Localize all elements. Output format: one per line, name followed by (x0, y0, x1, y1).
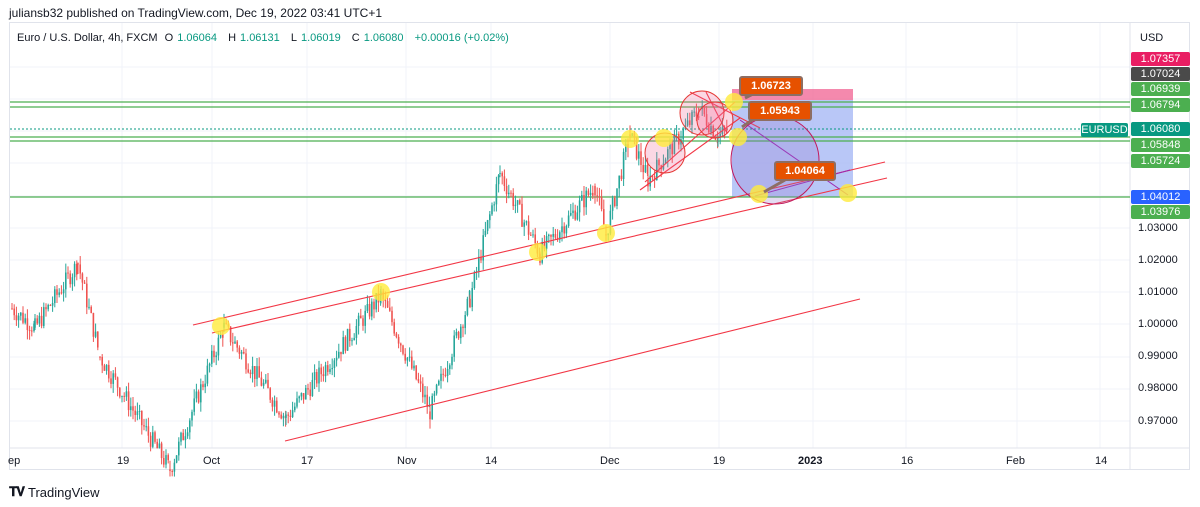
high-value: 1.06131 (240, 32, 280, 44)
low-value: 1.06019 (300, 32, 341, 44)
price-tick: 0.99000 (1138, 350, 1178, 362)
price-label-entry: 1.07024 (1131, 67, 1190, 81)
price-label-level-2: 1.06794 (1131, 98, 1190, 112)
horizontal-levels[interactable] (10, 101, 1130, 198)
price-label-level-3: 1.05848 (1131, 138, 1190, 152)
price-label-level-5: 1.04012 (1131, 190, 1190, 204)
symbol-title: Euro / U.S. Dollar, 4h, FXCM (17, 32, 158, 44)
price-label-level-1: 1.06939 (1131, 82, 1190, 96)
time-tick: ep (8, 455, 21, 467)
price-tick: 1.03000 (1138, 222, 1178, 234)
price-tick: 0.98000 (1138, 382, 1178, 394)
time-tick: 14 (1095, 455, 1108, 467)
price-label-target: 1.03976 (1131, 205, 1190, 219)
price-label-level-4: 1.05724 (1131, 154, 1190, 168)
price-label-stop: 1.07357 (1131, 52, 1190, 66)
published-info: juliansb32 published on TradingView.com,… (9, 6, 383, 20)
close-value: 1.06080 (363, 32, 404, 44)
time-tick: 14 (485, 455, 498, 467)
symbol-tag: EURUSD (1081, 123, 1128, 137)
brand-name: TradingView (28, 484, 100, 500)
time-tick-year: 2023 (798, 455, 823, 467)
open-value: 1.06064 (177, 32, 217, 44)
time-tick: Dec (600, 455, 620, 467)
time-tick: 19 (117, 455, 130, 467)
callout-3[interactable]: 1.04064 (774, 161, 836, 181)
time-tick: 17 (301, 455, 314, 467)
price-tick: 1.01000 (1138, 286, 1178, 298)
tv-logo-icon: 𝐓𝐕 (9, 484, 25, 499)
callout-1[interactable]: 1.06723 (739, 76, 803, 96)
projection-circle[interactable] (730, 115, 820, 205)
chart-frame (9, 22, 1190, 470)
time-tick: 16 (901, 455, 914, 467)
price-tick: 1.02000 (1138, 254, 1178, 266)
change-value: +0.00016 (+0.02%) (414, 32, 509, 44)
tradingview-logo[interactable]: 𝐓𝐕 TradingView (9, 484, 100, 500)
time-tick: Nov (397, 455, 417, 467)
candlesticks (11, 100, 728, 477)
grid (10, 23, 1130, 448)
time-tick: Feb (1006, 455, 1025, 467)
currency-label: USD (1140, 32, 1164, 44)
price-tick: 1.00000 (1138, 318, 1178, 330)
highlight-markers[interactable] (212, 93, 857, 335)
callout-2[interactable]: 1.05943 (748, 101, 812, 121)
time-tick: 19 (713, 455, 726, 467)
time-tick: Oct (203, 455, 221, 467)
price-label-last: 1.06080 (1131, 122, 1190, 136)
pattern-circles[interactable] (644, 90, 734, 174)
price-tick: 0.97000 (1138, 415, 1178, 427)
